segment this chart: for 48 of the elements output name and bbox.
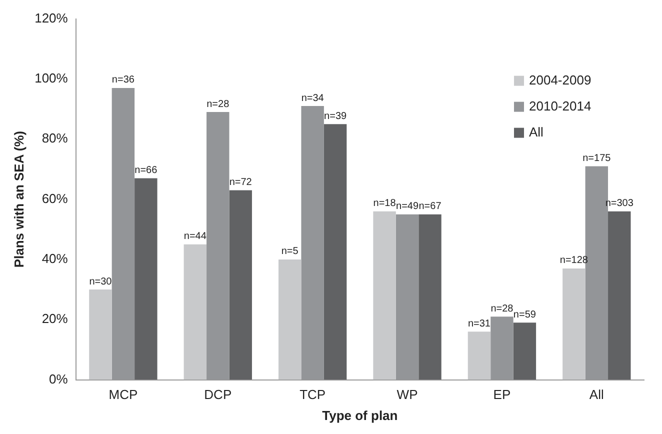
bar (184, 244, 207, 380)
bar (513, 322, 536, 380)
y-tick-label: 0% (49, 371, 68, 386)
annotation: n=39 (324, 110, 347, 122)
bar (468, 332, 491, 380)
x-tick-label: EP (493, 387, 511, 402)
annotation: n=28 (206, 98, 230, 110)
x-tick-label: MCP (108, 387, 138, 402)
x-axis-title: Type of plan (322, 408, 398, 423)
annotation: n=44 (184, 231, 207, 242)
annotation: n=18 (373, 198, 396, 210)
y-tick-label: 60% (42, 190, 68, 206)
annotation: n=30 (89, 276, 112, 288)
bar (562, 268, 586, 380)
annotation: n=31 (468, 318, 491, 330)
bar (134, 178, 158, 380)
x-tick-label: DCP (204, 387, 232, 402)
annotation: n=28 (490, 303, 514, 314)
y-tick-label: 120% (34, 10, 68, 26)
y-tick-label: 80% (42, 130, 68, 146)
bar (324, 124, 347, 380)
annotation: n=5 (281, 246, 299, 258)
annotation: n=66 (134, 164, 158, 176)
bar (418, 214, 442, 380)
annotation: n=175 (582, 152, 612, 164)
legend-label: 2004-2009 (529, 72, 592, 88)
annotation: n=59 (513, 309, 536, 320)
y-tick-label: 100% (34, 70, 68, 86)
annotation: n=36 (112, 74, 135, 86)
annotation: n=72 (229, 177, 252, 188)
y-axis-title: Plans with an SEA (%) (11, 130, 26, 268)
legend-label: All (529, 124, 544, 140)
annotation: n=49 (396, 201, 419, 212)
y-tick-label: 40% (42, 251, 68, 266)
x-tick-label: TCP (300, 387, 326, 402)
bar (229, 190, 252, 380)
x-tick-label: All (589, 387, 604, 402)
bar (373, 211, 396, 380)
legend-label: 2010-2014 (529, 98, 592, 114)
y-tick-label: 20% (42, 311, 68, 326)
annotation: n=303 (605, 198, 634, 210)
x-tick-label: WP (396, 387, 418, 402)
annotation: n=67 (418, 201, 442, 212)
annotation: n=128 (560, 255, 588, 266)
bar (278, 259, 302, 380)
bar (608, 211, 631, 380)
annotation: n=34 (301, 92, 324, 104)
bar (89, 290, 112, 380)
